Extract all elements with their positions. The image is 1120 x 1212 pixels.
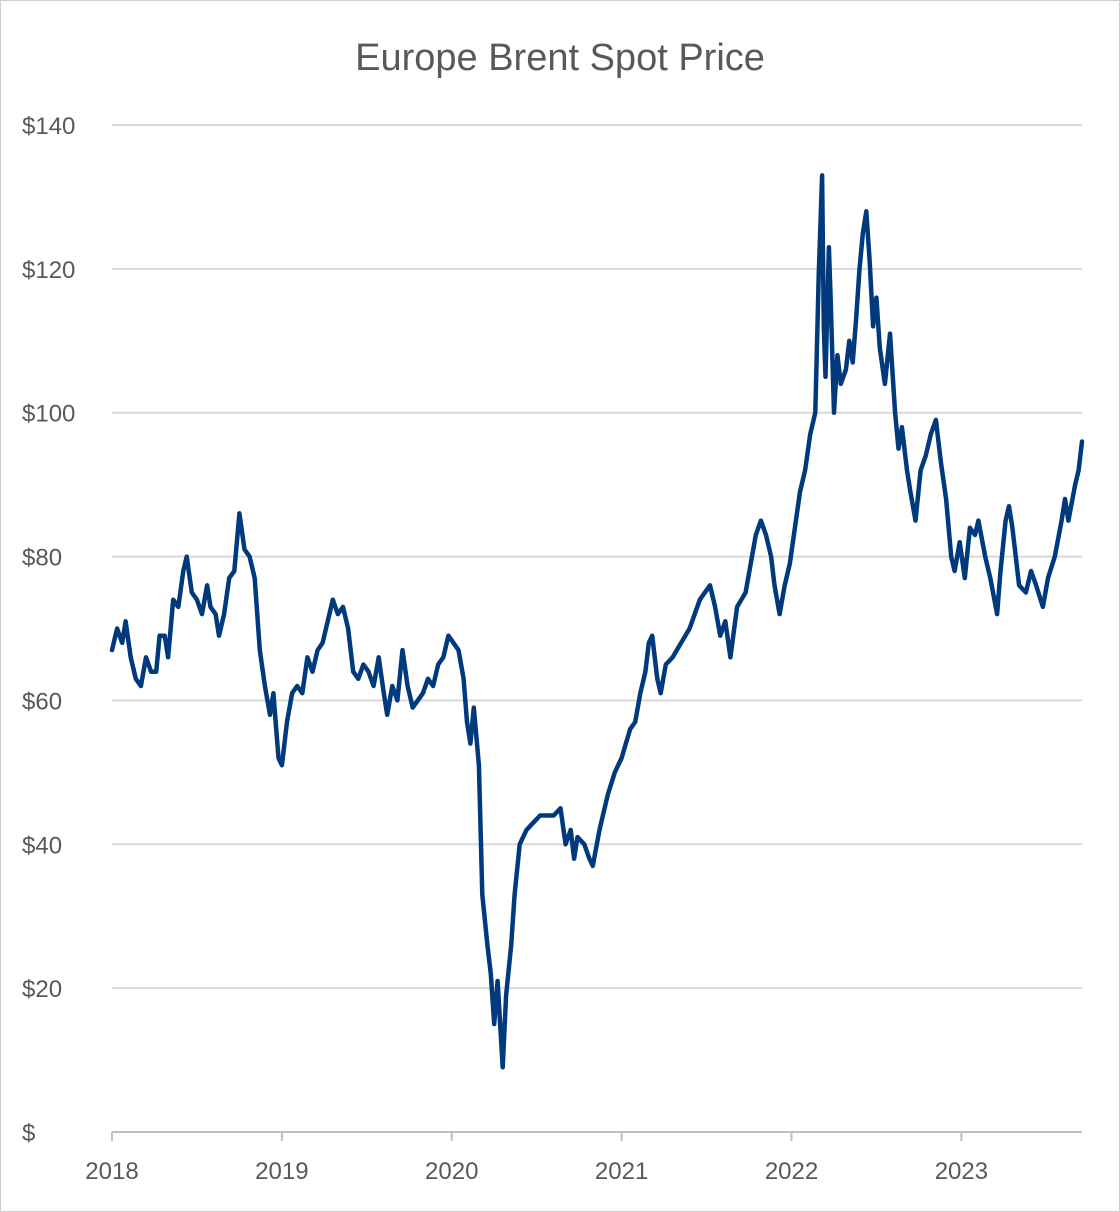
x-tick-label: 2020: [425, 1158, 478, 1185]
price-line: [109, 173, 1085, 1070]
gridlines: [112, 124, 1082, 990]
x-tick-label: 2022: [765, 1158, 818, 1185]
y-tick-label: $80: [22, 545, 62, 572]
chart-title: Europe Brent Spot Price: [355, 37, 765, 79]
y-tick-label: $: [22, 1120, 35, 1147]
y-tick-label: $100: [22, 401, 75, 428]
y-tick-label: $60: [22, 688, 62, 715]
x-tick-label: 2019: [255, 1158, 308, 1185]
x-axis: 2018 2019 2020 2021 2022 2023: [85, 1131, 1082, 1185]
y-axis-labels: $ $20 $40 $60 $80 $100 $120 $140: [22, 113, 75, 1147]
x-tick-label: 2018: [85, 1158, 138, 1185]
y-tick-label: $40: [22, 832, 62, 859]
y-tick-label: $120: [22, 257, 75, 284]
x-tick-label: 2023: [935, 1158, 988, 1185]
series-layer: [109, 173, 1085, 1070]
y-tick-label: $20: [22, 976, 62, 1003]
x-tick-label: 2021: [595, 1158, 648, 1185]
y-tick-label: $140: [22, 113, 75, 140]
